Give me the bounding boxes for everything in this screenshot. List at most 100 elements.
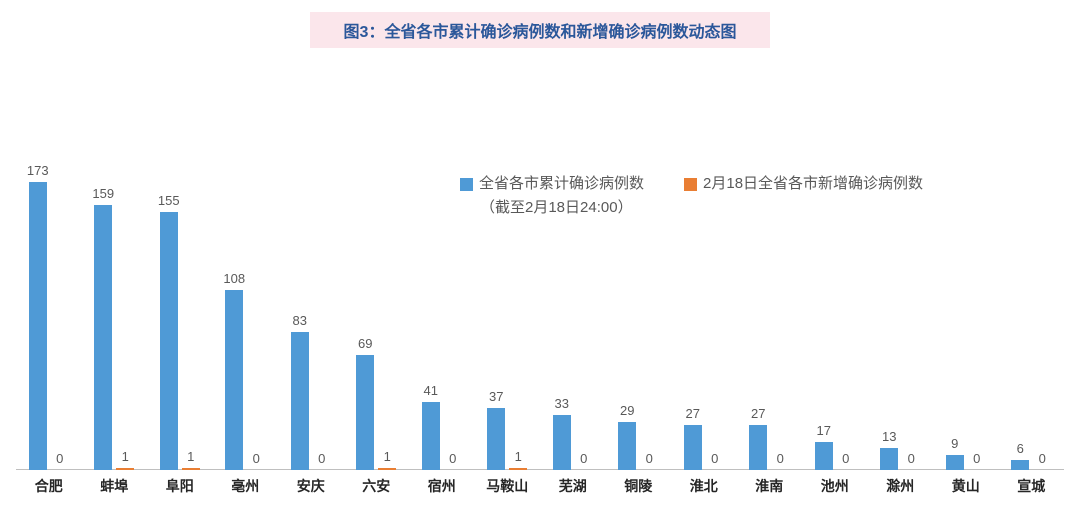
- bar-cumulative: 159: [94, 205, 112, 470]
- bar-rect: [1011, 460, 1029, 470]
- bar-rect: [815, 442, 833, 470]
- bar-group: 90黄山: [933, 170, 999, 496]
- bar-rect: [946, 455, 964, 470]
- category-label: 池州: [821, 476, 849, 496]
- bar-cumulative: 27: [684, 425, 702, 470]
- category-label: 芜湖: [559, 476, 587, 496]
- category-label: 滁州: [886, 476, 914, 496]
- bar-cumulative: 6: [1011, 460, 1029, 470]
- bar-value-label: 0: [449, 451, 456, 466]
- bars-container: 1730合肥1591蚌埠1551阜阳1080亳州830安庆691六安410宿州3…: [10, 156, 1070, 496]
- bar-group: 33 0 芜湖: [540, 170, 606, 496]
- bar-rect: [94, 205, 112, 470]
- bar-group: 155 1 阜阳: [147, 170, 213, 496]
- bar-group: 270淮北: [671, 170, 737, 496]
- category-label: 宣城: [1017, 476, 1045, 496]
- bar-value-label: 69: [358, 336, 372, 351]
- bar-value-label: 83: [293, 313, 307, 328]
- bar-cumulative: 83: [291, 332, 309, 470]
- category-label: 淮南: [755, 476, 783, 496]
- bar-value-label: 0: [1039, 451, 1046, 466]
- bar-group: 37 1 马鞍山: [475, 170, 541, 496]
- bar-cumulative: 41: [422, 402, 440, 470]
- bar-cumulative: 155: [160, 212, 178, 470]
- bar-rect: [378, 468, 396, 470]
- category-label: 马鞍山: [486, 476, 528, 496]
- bar-cumulative: 13: [880, 448, 898, 470]
- bar-value-label: 0: [318, 451, 325, 466]
- category-label: 阜阳: [166, 476, 194, 496]
- bar-value-label: 29: [620, 403, 634, 418]
- bar-cumulative: 9: [946, 455, 964, 470]
- bar-rect: [509, 468, 527, 470]
- bar-cumulative: 69: [356, 355, 374, 470]
- bar-group: 13 0 滁州: [868, 170, 934, 496]
- bar-cumulative: 173: [29, 182, 47, 470]
- bar-new: 1: [116, 468, 134, 470]
- bar-value-label: 0: [973, 451, 980, 466]
- category-label: 淮北: [690, 476, 718, 496]
- bar-rect: [160, 212, 178, 470]
- bar-value-label: 9: [951, 436, 958, 451]
- bar-value-label: 27: [751, 406, 765, 421]
- bar-value-label: 0: [842, 451, 849, 466]
- bar-value-label: 37: [489, 389, 503, 404]
- category-label: 铜陵: [624, 476, 652, 496]
- bar-rect: [422, 402, 440, 470]
- category-label: 合肥: [35, 476, 63, 496]
- bar-value-label: 33: [555, 396, 569, 411]
- bar-rect: [116, 468, 134, 470]
- bar-rect: [684, 425, 702, 470]
- bar-group: 173 0 合肥: [16, 170, 82, 496]
- bar-cumulative: 37: [487, 408, 505, 470]
- bar-cumulative: 108: [225, 290, 243, 470]
- bar-value-label: 27: [686, 406, 700, 421]
- bar-value-label: 0: [253, 451, 260, 466]
- category-label: 宿州: [428, 476, 456, 496]
- bar-value-label: 41: [424, 383, 438, 398]
- bar-value-label: 1: [384, 449, 391, 464]
- bar-cumulative: 29: [618, 422, 636, 470]
- bar-rect: [29, 182, 47, 470]
- bar-group: 29 0 铜陵: [606, 170, 672, 496]
- bar-rect: [553, 415, 571, 470]
- bar-cumulative: 27: [749, 425, 767, 470]
- bar-cumulative: 33: [553, 415, 571, 470]
- bar-group: 83 0 安庆: [278, 170, 344, 496]
- bar-value-label: 155: [158, 193, 180, 208]
- bar-value-label: 0: [777, 451, 784, 466]
- bar-value-label: 17: [817, 423, 831, 438]
- bar-value-label: 108: [223, 271, 245, 286]
- bar-value-label: 159: [92, 186, 114, 201]
- bar-rect: [291, 332, 309, 470]
- bar-rect: [880, 448, 898, 470]
- bar-group: 60 宣城: [999, 170, 1065, 496]
- bar-group: 17 0 池州: [802, 170, 868, 496]
- bar-rect: [225, 290, 243, 470]
- chart-area: 全省各市累计确诊病例数 2月18日全省各市新增确诊病例数 （截至2月18日24:…: [10, 156, 1070, 496]
- bar-rect: [618, 422, 636, 470]
- bar-value-label: 173: [27, 163, 49, 178]
- bar-value-label: 13: [882, 429, 896, 444]
- bar-group: 27 0 淮南: [737, 170, 803, 496]
- bar-new: 1: [378, 468, 396, 470]
- bar-rect: [487, 408, 505, 470]
- bar-rect: [749, 425, 767, 470]
- bar-value-label: 0: [646, 451, 653, 466]
- bar-value-label: 6: [1017, 441, 1024, 456]
- bar-group: 159 1 蚌埠: [82, 170, 148, 496]
- bar-value-label: 0: [580, 451, 587, 466]
- bar-cumulative: 17: [815, 442, 833, 470]
- bar-group: 1080亳州: [213, 170, 279, 496]
- category-label: 安庆: [297, 476, 325, 496]
- bar-new: 1: [509, 468, 527, 470]
- bar-group: 691六安: [344, 170, 410, 496]
- chart-title-banner: 图3：全省各市累计确诊病例数和新增确诊病例数动态图: [310, 12, 770, 48]
- bar-value-label: 0: [908, 451, 915, 466]
- bar-new: 1: [182, 468, 200, 470]
- bar-value-label: 0: [56, 451, 63, 466]
- category-label: 蚌埠: [100, 476, 128, 496]
- bar-rect: [182, 468, 200, 470]
- bar-rect: [356, 355, 374, 470]
- bar-value-label: 1: [187, 449, 194, 464]
